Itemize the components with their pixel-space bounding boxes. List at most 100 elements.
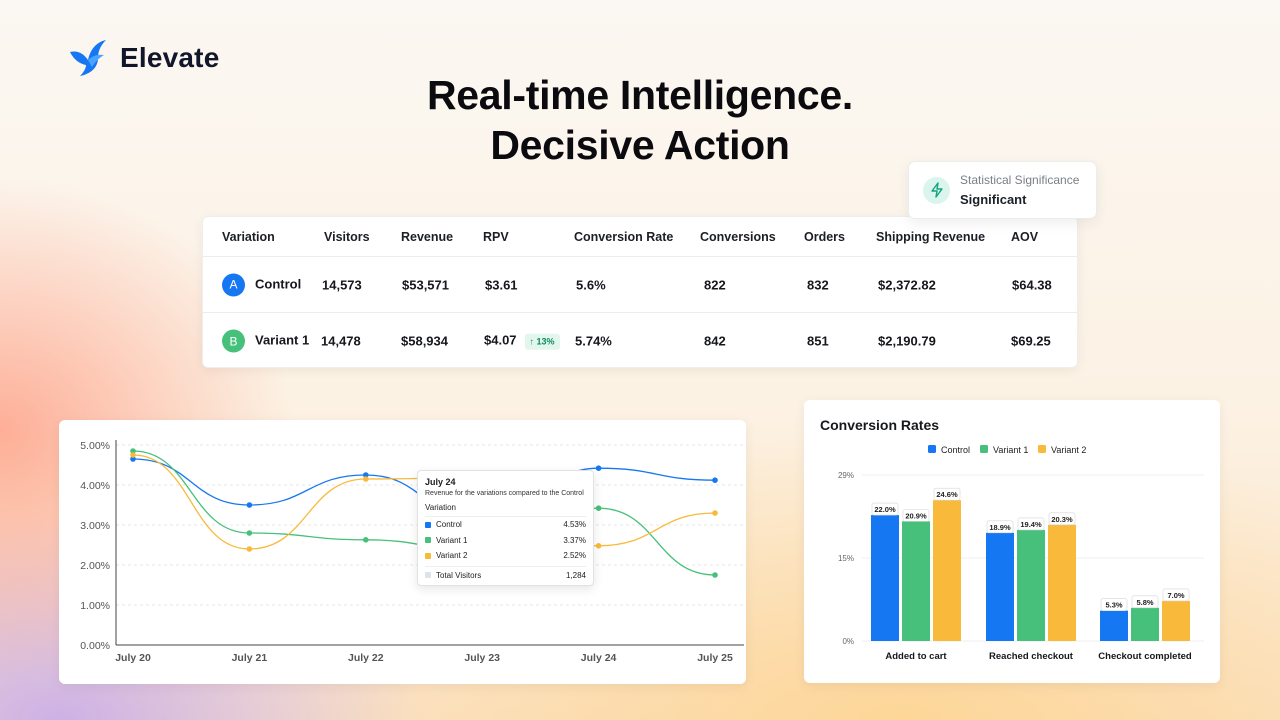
bar-chart-card: Conversion Rates Control Variant 1 Variant… [804, 400, 1220, 683]
revenue-cell: $53,571 [402, 277, 449, 292]
revenue-cell: $58,934 [401, 333, 448, 349]
tooltip-title: July 24 [425, 477, 456, 487]
line-chart[interactable]: 5.00% 4.00% 3.00% 2.00% 1.00% 0.00% July 20 Jul… [59, 420, 746, 684]
legend-swatch [425, 537, 431, 544]
header-conversion-rate[interactable]: Conversion Rate [574, 229, 674, 244]
bar[interactable] [1162, 600, 1190, 641]
y-tick-label: 0.00% [80, 640, 110, 652]
rpv-cell: $4.07 ↑ 13% [484, 333, 560, 350]
bar[interactable] [986, 532, 1014, 641]
header-shipping-revenue[interactable]: Shipping Revenue [876, 229, 986, 244]
data-point[interactable] [363, 476, 369, 482]
data-point[interactable] [595, 505, 602, 511]
series-line-variant-2[interactable] [132, 454, 716, 550]
table-row[interactable]: B Variant 1 14,478 $58,934 $4.07 ↑ 13% 5.7… [203, 313, 1077, 369]
header-orders[interactable]: Orders [804, 229, 845, 244]
rpv-change-badge: ↑ 13% [524, 333, 560, 350]
line-chart-card: 5.00% 4.00% 3.00% 2.00% 1.00% 0.00% July 20 Jul… [59, 420, 746, 684]
table-row[interactable]: A Control 14,573 $53,571 $3.61 5.6% 822 8… [203, 257, 1077, 313]
tooltip-row-value: 2.52% [563, 551, 586, 561]
data-label: 24.6% [936, 490, 958, 499]
header-variation[interactable]: Variation [222, 229, 275, 244]
tooltip-row-name: Variant 1 [436, 535, 468, 545]
data-label: 7.0% [1167, 591, 1184, 600]
data-point[interactable] [712, 572, 718, 578]
data-point[interactable] [130, 448, 136, 454]
data-point[interactable] [130, 452, 136, 458]
header-revenue[interactable]: Revenue [401, 229, 454, 244]
x-category-label: Checkout completed [1098, 651, 1192, 662]
x-tick-label: July 22 [348, 652, 384, 664]
header-aov[interactable]: AOV [1011, 229, 1039, 244]
y-tick-label: 2.00% [80, 560, 110, 572]
variation-name: Control [255, 275, 302, 291]
data-label-box [933, 487, 961, 501]
tooltip-total-row: Total Visitors 1,284 [425, 565, 586, 582]
bar[interactable] [1017, 529, 1045, 641]
brand-logo[interactable]: Elevate [68, 38, 219, 78]
data-point[interactable] [130, 456, 136, 462]
rpv-cell: $3.61 [485, 277, 518, 292]
bar[interactable] [933, 500, 961, 641]
tooltip-row-name: Variant 2 [436, 551, 468, 561]
tooltip-row: Variant 1 3.37% [425, 533, 586, 549]
significance-card: Statistical Significance Significant [908, 161, 1097, 219]
header-rpv[interactable]: RPV [483, 229, 509, 244]
bar[interactable] [1131, 607, 1159, 641]
significance-value: Significant [960, 192, 1027, 207]
data-point[interactable] [712, 477, 718, 483]
data-label-box [1131, 595, 1159, 609]
conversion-rate-cell: 5.74% [575, 333, 612, 349]
legend-swatch [928, 445, 936, 453]
conversion-rate-cell: 5.6% [576, 277, 606, 292]
lightning-icon [923, 176, 950, 204]
conversions-cell: 822 [704, 277, 726, 292]
header-visitors[interactable]: Visitors [324, 229, 370, 244]
data-point[interactable] [363, 537, 369, 543]
bar[interactable] [871, 515, 899, 641]
hero-line-1: Real-time Intelligence. [426, 72, 853, 118]
tooltip-row: Variant 2 2.52% [425, 548, 586, 564]
data-label-box [1017, 517, 1045, 531]
data-label: 5.8% [1136, 598, 1153, 607]
tooltip-row-value: 4.53% [563, 520, 586, 530]
tooltip-row: Control 4.53% [425, 517, 586, 533]
data-point[interactable] [595, 543, 602, 549]
tooltip-total-value: 1,284 [565, 570, 586, 580]
bar[interactable] [1100, 610, 1128, 641]
aov-cell: $64.38 [1012, 277, 1052, 292]
y-tick-label: 29% [838, 471, 854, 480]
data-point[interactable] [712, 510, 718, 516]
data-point[interactable] [595, 465, 602, 471]
tooltip-row-name: Control [436, 520, 462, 530]
data-point[interactable] [246, 530, 253, 536]
legend-swatch [425, 521, 431, 528]
conversions-cell: 842 [704, 333, 726, 349]
bar-chart[interactable]: Control Variant 1 Variant 2 29% 15% 0% 22.0% 20… [804, 400, 1220, 683]
tooltip-header: Variation [425, 503, 586, 517]
orders-cell: 832 [807, 277, 829, 292]
y-tick-label: 3.00% [80, 520, 110, 532]
legend-label: Variant 1 [993, 445, 1028, 455]
legend-label: Control [941, 445, 970, 455]
data-point[interactable] [363, 472, 369, 478]
data-point[interactable] [246, 546, 253, 552]
x-category-label: Added to cart [885, 651, 947, 662]
bar[interactable] [1048, 524, 1076, 641]
hero-line-2: Decisive Action [490, 122, 790, 168]
significance-label: Statistical Significance [960, 173, 1080, 187]
header-conversions[interactable]: Conversions [700, 229, 776, 244]
table-header: Variation Visitors Revenue RPV Conversio… [203, 217, 1077, 257]
variation-badge: B [222, 329, 245, 353]
bar-chart-title: Conversion Rates [820, 417, 940, 433]
tooltip-total-name: Total Visitors [436, 570, 482, 580]
brand-name: Elevate [120, 42, 220, 73]
y-tick-label: 0% [842, 637, 854, 646]
variation-cell: B Variant 1 [222, 329, 310, 353]
bar[interactable] [902, 521, 930, 641]
data-point[interactable] [246, 502, 253, 508]
variation-name: Variant 1 [255, 332, 310, 348]
data-label: 18.9% [989, 523, 1011, 532]
legend-swatch [1038, 445, 1046, 453]
visitors-cell: 14,478 [321, 333, 361, 349]
